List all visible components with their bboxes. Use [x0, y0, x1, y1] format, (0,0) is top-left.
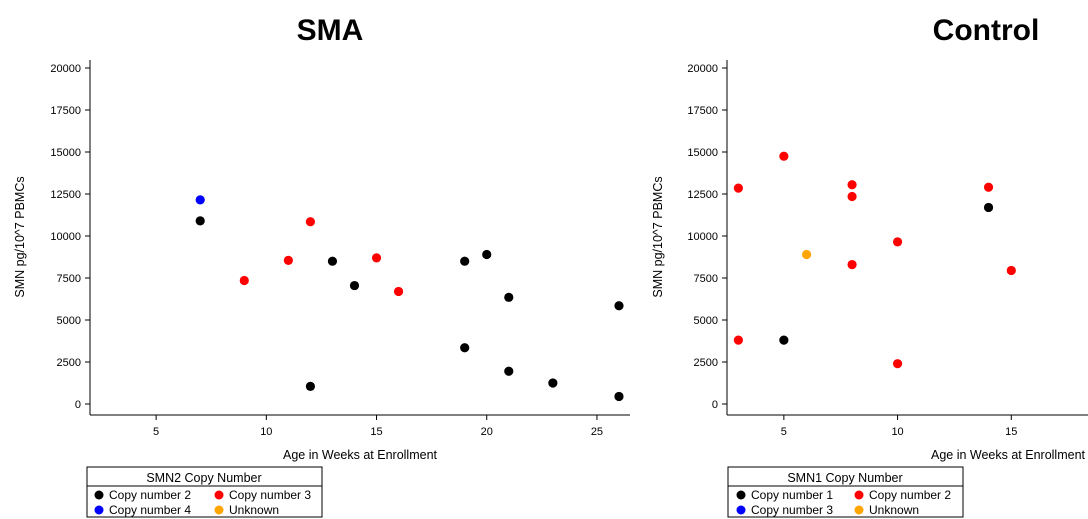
y-tick-label: 12500 — [50, 189, 81, 201]
data-point — [504, 366, 514, 376]
y-tick-label: 20000 — [687, 63, 718, 75]
data-point — [305, 381, 316, 391]
y-tick-label: 15000 — [50, 147, 81, 159]
y-axis-ticks: 0 2500 5000 7500 10000 12500 15000 17500 20000 — [687, 63, 727, 411]
x-tick-label: 10 — [891, 426, 903, 438]
legend-entry: Copy number 3 — [229, 488, 311, 502]
legend-marker — [854, 490, 864, 500]
y-axis-label: SMN pg/10^7 PBMCs — [651, 176, 665, 297]
data-point — [195, 195, 205, 205]
data-point — [460, 256, 470, 266]
x-axis-label: Age in Weeks at Enrollment — [931, 448, 1086, 462]
y-tick-label: 15000 — [687, 147, 718, 159]
x-tick-label: 5 — [781, 426, 787, 438]
chart-title: Control — [933, 14, 1040, 47]
data-point — [460, 343, 470, 353]
chart-panel-control: Control 0 2500 5000 7500 10000 12500 15000 1750… — [651, 14, 1088, 518]
y-tick-label: 2500 — [57, 357, 81, 369]
data-point — [1006, 265, 1016, 276]
y-tick-label: 0 — [75, 399, 81, 411]
legend-marker — [94, 490, 104, 500]
data-point — [847, 180, 857, 190]
legend-title: SMN2 Copy Number — [146, 471, 261, 485]
legend-marker — [94, 505, 104, 515]
legend-entry: Copy number 2 — [109, 488, 191, 502]
data-point — [504, 292, 514, 302]
data-point — [305, 217, 316, 227]
data-point — [802, 249, 812, 260]
data-point — [779, 335, 789, 345]
legend-marker — [214, 505, 224, 515]
data-point — [393, 286, 404, 297]
x-tick-label: 5 — [153, 426, 159, 438]
data-point — [847, 191, 857, 202]
data-point — [239, 275, 249, 286]
x-tick-label: 20 — [481, 426, 493, 438]
y-tick-label: 12500 — [687, 189, 718, 201]
data-point — [779, 151, 789, 161]
legend-marker — [736, 505, 746, 515]
data-point — [482, 249, 492, 260]
chart-title: SMA — [297, 14, 364, 47]
data-point — [327, 256, 338, 266]
legend-entry: Copy number 1 — [751, 488, 833, 502]
y-tick-label: 10000 — [50, 231, 81, 243]
data-point — [195, 216, 205, 226]
scatter-points — [195, 195, 624, 402]
y-tick-label: 10000 — [687, 231, 718, 243]
data-point — [349, 280, 360, 291]
legend-marker — [736, 490, 746, 500]
x-tick-label: 15 — [1005, 426, 1017, 438]
legend-entry: Copy number 3 — [751, 503, 833, 517]
x-axis-ticks: 5 10 15 20 25 — [153, 415, 603, 438]
y-tick-label: 20000 — [50, 63, 81, 75]
y-tick-label: 5000 — [694, 315, 718, 327]
data-point — [614, 391, 624, 402]
data-point — [892, 237, 903, 247]
legend-entry: Unknown — [869, 503, 919, 517]
x-axis-ticks: 5 10 15 — [781, 415, 1017, 438]
legend-title: SMN1 Copy Number — [787, 471, 902, 485]
y-tick-label: 0 — [712, 399, 718, 411]
data-point — [548, 378, 558, 388]
y-tick-label: 7500 — [57, 273, 81, 285]
data-point — [847, 259, 857, 270]
data-point — [983, 202, 994, 213]
data-point — [983, 182, 994, 192]
data-point — [371, 253, 382, 263]
legend-box — [727, 466, 964, 518]
data-point — [614, 301, 624, 311]
y-axis-label: SMN pg/10^7 PBMCs — [13, 176, 27, 297]
y-tick-label: 7500 — [694, 273, 718, 285]
x-tick-label: 10 — [260, 426, 272, 438]
data-point — [892, 359, 903, 369]
data-point — [733, 335, 743, 345]
scatter-points — [733, 151, 1016, 369]
data-point — [733, 183, 743, 193]
legend: SMN1 Copy Number Copy number 1 Copy numb… — [727, 466, 964, 518]
x-tick-label: 15 — [370, 426, 382, 438]
legend-marker — [854, 505, 864, 515]
chart-panel-sma: SMA 025005000750010000125001500017500200… — [13, 14, 630, 518]
x-tick-label: 25 — [591, 426, 603, 438]
legend-entry: Unknown — [229, 503, 279, 517]
y-axis-ticks: 0 2500 5000 7500 10000 12500 15000 17500 20000 — [50, 63, 90, 411]
legend-marker — [214, 490, 224, 500]
legend: SMN2 Copy Number Copy number 2 Copy numb… — [86, 466, 323, 518]
legend-entry: Copy number 4 — [109, 503, 191, 517]
legend-box — [86, 466, 323, 518]
y-tick-label: 17500 — [50, 105, 81, 117]
x-axis-label: Age in Weeks at Enrollment — [283, 448, 438, 462]
legend-entry: Copy number 2 — [869, 488, 951, 502]
y-tick-label: 5000 — [57, 315, 81, 327]
data-point — [283, 255, 293, 265]
y-tick-label: 2500 — [694, 357, 718, 369]
y-tick-label: 17500 — [687, 105, 718, 117]
